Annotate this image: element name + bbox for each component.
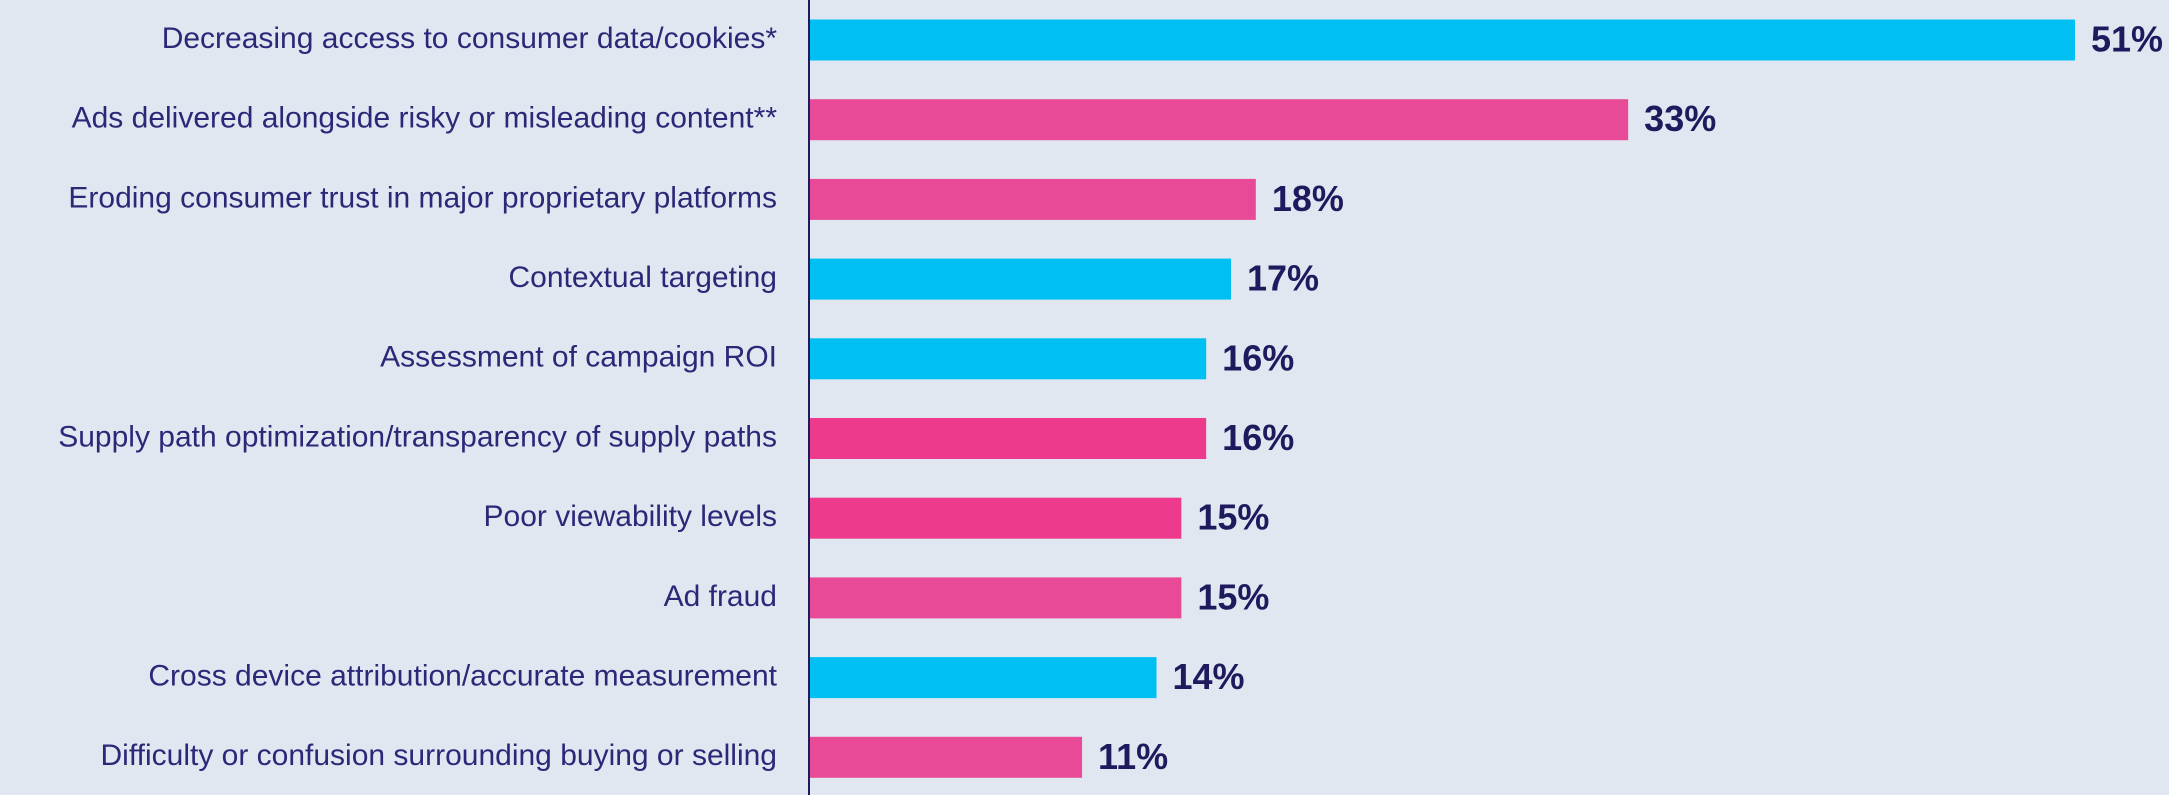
value-label: 16% (1222, 337, 1294, 378)
category-label: Contextual targeting (508, 261, 777, 294)
bar (810, 418, 1207, 459)
category-label: Difficulty or confusion surrounding buyi… (101, 739, 777, 772)
category-label: Eroding consumer trust in major propriet… (68, 181, 777, 214)
bar (810, 338, 1207, 380)
bar (810, 178, 1256, 220)
bar (810, 497, 1182, 539)
bar (810, 19, 2075, 61)
value-label: 17% (1247, 258, 1319, 299)
category-label: Assessment of campaign ROI (380, 341, 777, 374)
value-label: 18% (1272, 178, 1344, 219)
category-label: Ads delivered alongside risky or mislead… (72, 102, 778, 135)
bar (810, 99, 1629, 141)
bar (810, 577, 1182, 619)
value-label: 51% (2091, 19, 2163, 60)
value-label: 33% (1644, 98, 1716, 139)
value-label: 16% (1222, 417, 1294, 458)
value-label: 15% (1197, 497, 1269, 538)
category-label: Cross device attribution/accurate measur… (148, 660, 777, 693)
category-label: Supply path optimization/transparency of… (58, 420, 777, 453)
category-label: Decreasing access to consumer data/cooki… (162, 22, 778, 55)
bar (810, 657, 1157, 699)
bar (810, 736, 1083, 778)
bar (810, 258, 1231, 300)
value-label: 14% (1173, 656, 1245, 697)
value-label: 15% (1197, 576, 1269, 617)
category-label: Poor viewability levels (484, 500, 777, 533)
value-label: 11% (1098, 736, 1168, 777)
category-label: Ad fraud (664, 580, 777, 613)
